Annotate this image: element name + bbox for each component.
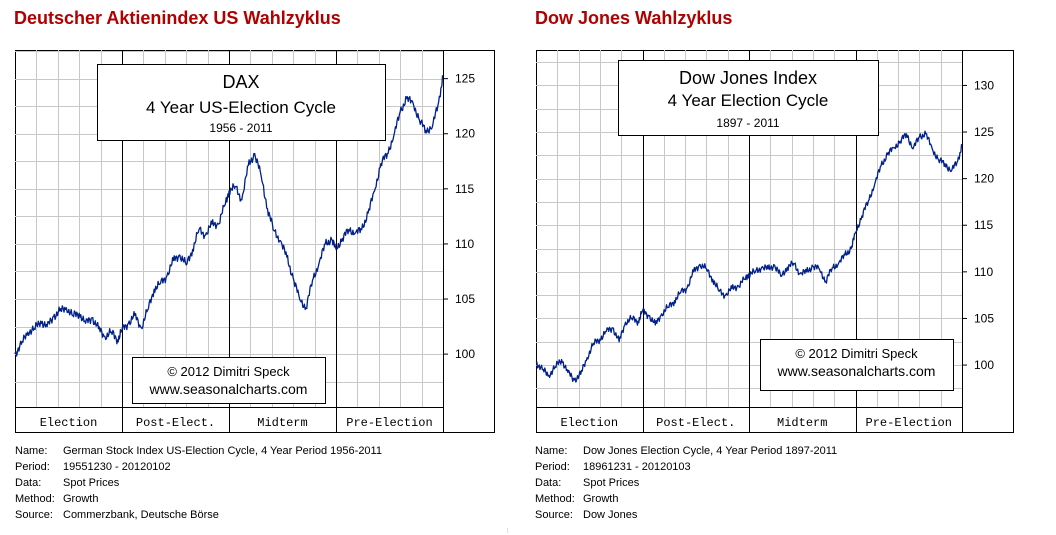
y-tick-label: 105 <box>974 311 994 325</box>
chart-range: 1956 - 2011 <box>209 121 272 135</box>
copyright-text: © 2012 Dimitri Speck <box>167 364 290 379</box>
info-source: Dow Jones <box>583 509 638 521</box>
x-category-label: Post-Elect. <box>656 416 735 430</box>
info-period: 19551230 - 20120102 <box>63 461 171 473</box>
y-tick-label: 120 <box>455 127 475 141</box>
dow-panel: Dow Jones Wahlzyklus 100 105 110 115 120 125 1… <box>520 0 1040 535</box>
info-method: Growth <box>583 493 619 505</box>
info-source-label: Source: <box>535 509 573 521</box>
info-period-label: Period: <box>535 461 570 473</box>
info-method-label: Method: <box>535 493 575 505</box>
info-data: Spot Prices <box>583 477 640 489</box>
info-name: German Stock Index US-Election Cycle, 4 … <box>63 445 382 457</box>
info-name: Dow Jones Election Cycle, 4 Year Period … <box>583 445 838 457</box>
x-category-label: Midterm <box>257 416 307 430</box>
info-source-label: Source: <box>15 509 53 521</box>
info-data-label: Data: <box>535 477 562 489</box>
chart-subtitle: 4 Year US-Election Cycle <box>146 98 336 117</box>
y-tick-label: 105 <box>455 292 475 306</box>
data-series-line <box>535 130 963 383</box>
info-period: 18961231 - 20120103 <box>583 461 691 473</box>
copyright-box <box>132 357 326 404</box>
data-series-line <box>14 75 444 357</box>
chart-title: DAX <box>222 72 259 92</box>
chart-subtitle: 4 Year Election Cycle <box>668 91 829 110</box>
y-tick-label: 125 <box>974 125 994 139</box>
x-category-label: Election <box>560 416 618 430</box>
x-category-label: Midterm <box>777 416 827 430</box>
y-tick-label: 110 <box>455 237 474 251</box>
info-name-label: Name: <box>15 445 48 457</box>
dow-info: Name: Dow Jones Election Cycle, 4 Year Pe… <box>535 443 837 523</box>
title-box <box>97 64 386 141</box>
x-category-label: Election <box>40 416 98 430</box>
info-data: Spot Prices <box>63 477 120 489</box>
info-method: Growth <box>63 493 99 505</box>
info-method-label: Method: <box>15 493 55 505</box>
dow-chart: 100 105 110 115 120 125 130 Election Post-Elect.… <box>535 50 1014 433</box>
y-tick-label: 115 <box>455 182 474 196</box>
chart-range: 1897 - 2011 <box>716 116 779 130</box>
copyright-box <box>760 339 954 391</box>
dax-panel: Deutscher Aktienindex US Wahlzyklus 100 1… <box>0 0 520 535</box>
x-category-label: Pre-Election <box>866 416 952 430</box>
x-category-label: Post-Elect. <box>136 416 215 430</box>
copyright-url: www.seasonalcharts.com <box>149 381 308 397</box>
title-box <box>618 60 879 136</box>
y-tick-label: 125 <box>455 72 475 86</box>
copyright-text: © 2012 Dimitri Speck <box>795 346 918 361</box>
y-tick-label: 110 <box>974 265 993 279</box>
dax-heading: Deutscher Aktienindex US Wahlzyklus <box>14 8 341 28</box>
x-category-label: Pre-Election <box>346 416 432 430</box>
info-name-label: Name: <box>535 445 568 457</box>
copyright-url: www.seasonalcharts.com <box>777 363 936 379</box>
y-tick-label: 115 <box>974 218 993 232</box>
chart-title: Dow Jones Index <box>679 68 817 88</box>
info-period-label: Period: <box>15 461 50 473</box>
info-source: Commerzbank, Deutsche Börse <box>63 509 219 521</box>
y-tick-label: 100 <box>455 347 475 361</box>
info-data-label: Data: <box>15 477 42 489</box>
dax-info: Name: German Stock Index US-Election Cycl… <box>15 443 382 523</box>
panel-divider <box>507 528 508 533</box>
y-tick-label: 100 <box>974 358 994 372</box>
dax-chart: 100 105 110 115 120 125 Election Post-Elect. Mid… <box>14 50 495 433</box>
y-tick-label: 120 <box>974 172 994 186</box>
y-tick-label: 130 <box>974 78 994 92</box>
dow-heading: Dow Jones Wahlzyklus <box>535 8 733 28</box>
